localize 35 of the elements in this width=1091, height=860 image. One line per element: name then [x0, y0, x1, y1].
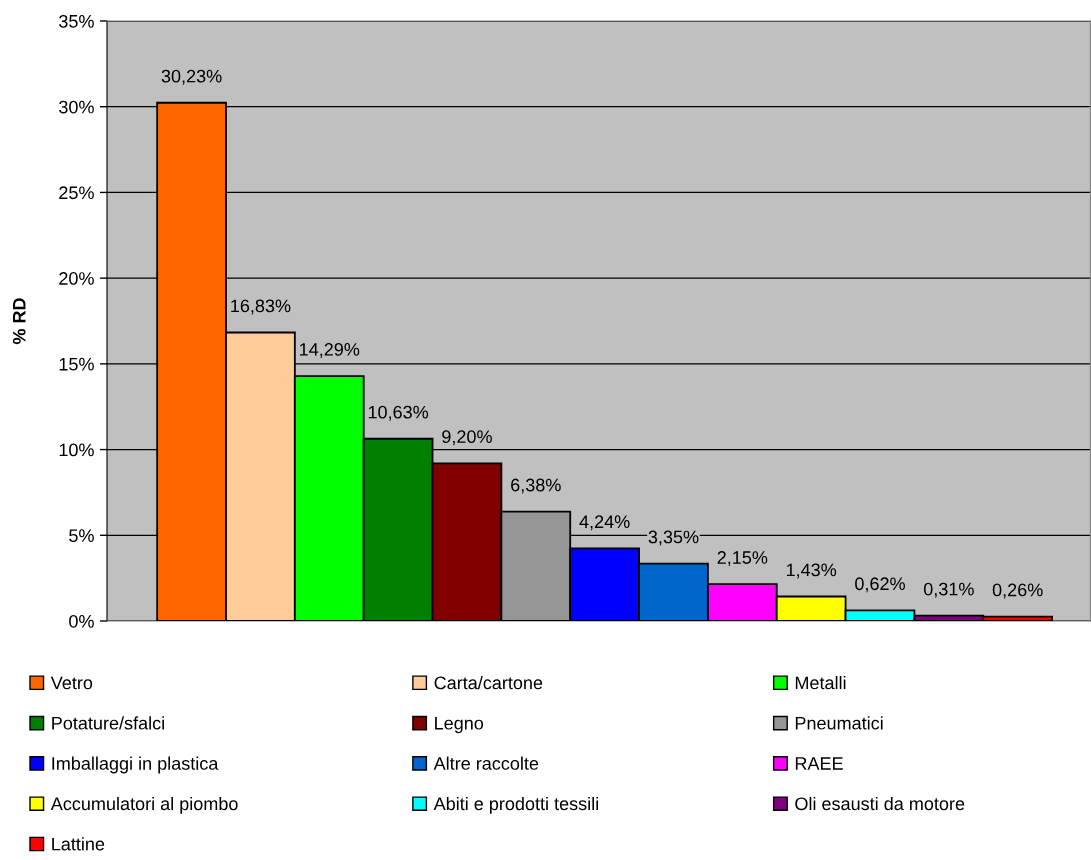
data-label: 0,62% [855, 577, 905, 593]
legend-label: Potature/sfalci [52, 716, 164, 730]
data-label: 2,15% [717, 551, 768, 567]
legend-label: Legno [435, 716, 484, 734]
y-tick-label: 5% [69, 529, 94, 543]
y-tick-label: 10% [59, 443, 94, 457]
y-tick-label: 20% [59, 272, 94, 285]
y-tick-label: 35% [59, 14, 94, 28]
data-label: 1,43% [786, 563, 837, 579]
legend-label: Pneumatici [795, 716, 883, 730]
legend-label: Accumulatori al piombo [50, 796, 238, 814]
legend-label: Altre raccolte [433, 756, 539, 770]
data-label: 0,31% [923, 582, 974, 598]
y-tick-label: 0% [69, 614, 94, 628]
data-label: 0,26% [992, 583, 1043, 599]
data-label: 6,38% [511, 478, 561, 494]
legend-label: Carta/cartone [434, 676, 543, 690]
data-label: 4,24% [579, 515, 630, 531]
y-axis-title: % RD [12, 298, 26, 345]
legend-label: Lattine [52, 837, 105, 851]
y-tick-label: 15% [59, 357, 94, 371]
legend-label: Imballaggi in plastica [52, 756, 219, 774]
legend-label: Oli esausti da motore [795, 796, 965, 811]
legend-label: Abiti e prodotti tessili [433, 796, 598, 814]
y-tick-label: 25% [59, 186, 94, 200]
legend-label: RAEE [795, 757, 843, 770]
y-tick-label: 30% [59, 100, 94, 114]
data-label: 9,20% [442, 430, 492, 446]
data-label: 10,63% [368, 405, 429, 421]
data-label: 30,23% [161, 69, 222, 85]
legend-label: Metalli [795, 676, 846, 690]
legend-label: Vetro [50, 676, 93, 690]
data-label: 16,83% [231, 299, 291, 315]
data-label: 14,29% [300, 343, 360, 358]
data-label: 3,35% [648, 530, 699, 546]
